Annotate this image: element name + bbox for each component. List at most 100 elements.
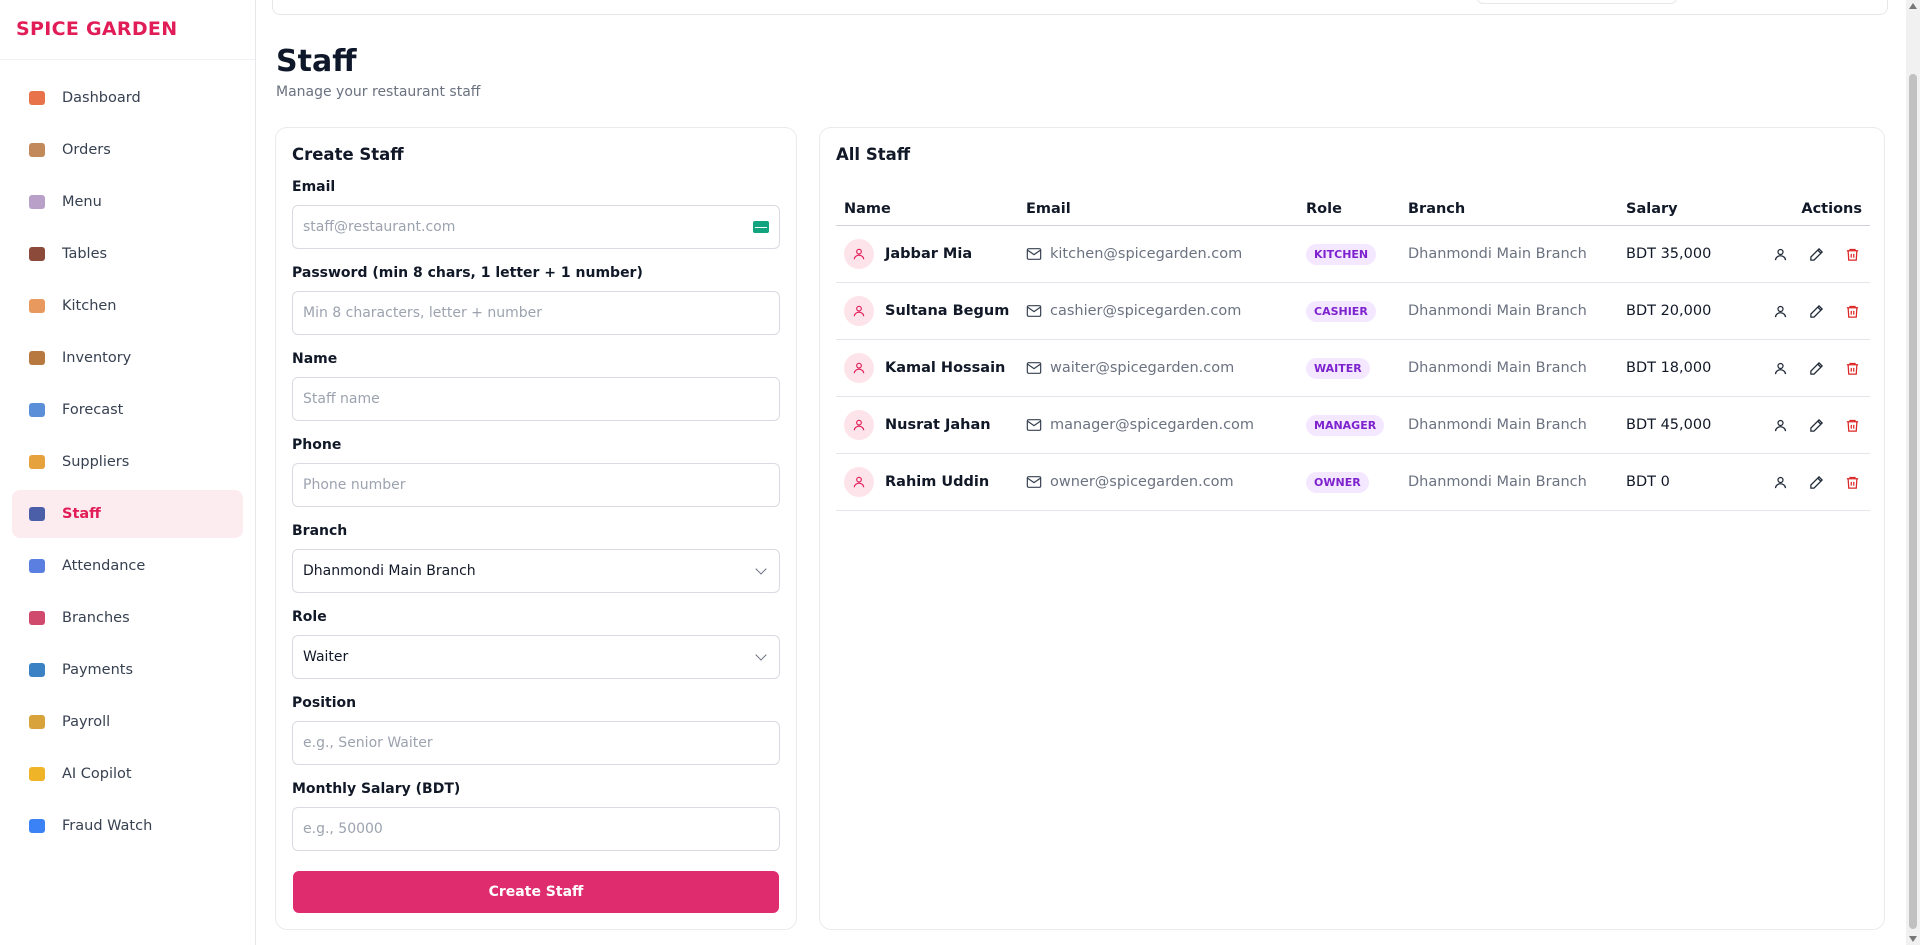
position-placeholder: e.g., Senior Waiter: [303, 735, 433, 751]
cell-name: Sultana Begum: [836, 296, 1026, 326]
staff-table: Name Email Role Branch Salary Actions Ja…: [836, 192, 1870, 511]
brand-logo[interactable]: SPICE GARDEN: [0, 0, 255, 60]
sidebar-item-payments[interactable]: Payments: [12, 646, 243, 694]
email-field[interactable]: staff@restaurant.com: [292, 205, 780, 249]
table-row: Rahim Uddin owner@spicegarden.com OWNER Dha…: [836, 454, 1870, 511]
cell-actions: [1754, 415, 1870, 435]
staff-email: kitchen@spicegarden.com: [1050, 246, 1243, 262]
sidebar-item-label: AI Copilot: [62, 766, 132, 782]
sidebar-item-ai-copilot[interactable]: AI Copilot: [12, 750, 243, 798]
email-placeholder: staff@restaurant.com: [303, 219, 456, 235]
sidebar-item-forecast[interactable]: Forecast: [12, 386, 243, 434]
calendar-icon: [26, 555, 48, 577]
staff-name: Jabbar Mia: [885, 246, 973, 262]
edit-pencil-icon[interactable]: [1806, 301, 1826, 321]
sidebar-item-staff[interactable]: Staff: [12, 490, 243, 538]
sidebar-item-attendance[interactable]: Attendance: [12, 542, 243, 590]
position-field[interactable]: e.g., Senior Waiter: [292, 721, 780, 765]
sidebar-item-suppliers[interactable]: Suppliers: [12, 438, 243, 486]
cell-salary: BDT 45,000: [1626, 417, 1754, 433]
role-select[interactable]: Waiter: [292, 635, 780, 679]
sidebar-item-inventory[interactable]: Inventory: [12, 334, 243, 382]
salary-placeholder: e.g., 50000: [303, 821, 383, 837]
sidebar-item-tables[interactable]: Tables: [12, 230, 243, 278]
delete-trash-icon[interactable]: [1842, 415, 1862, 435]
cell-email: owner@spicegarden.com: [1026, 474, 1306, 490]
sidebar-item-menu[interactable]: Menu: [12, 178, 243, 226]
view-profile-icon[interactable]: [1770, 244, 1790, 264]
role-selected-value: Waiter: [303, 649, 349, 665]
email-label: Email: [292, 179, 336, 195]
sidebar-item-payroll[interactable]: Payroll: [12, 698, 243, 746]
sidebar-item-label: Branches: [62, 610, 130, 626]
cell-actions: [1754, 472, 1870, 492]
top-bar-control[interactable]: [1477, 0, 1677, 4]
cell-branch: Dhanmondi Main Branch: [1408, 360, 1626, 376]
staff-name: Nusrat Jahan: [885, 417, 991, 433]
name-field[interactable]: Staff name: [292, 377, 780, 421]
avatar-user-icon: [844, 239, 874, 269]
sidebar-item-label: Payroll: [62, 714, 111, 730]
edit-pencil-icon[interactable]: [1806, 472, 1826, 492]
autofill-mail-icon[interactable]: [753, 221, 769, 233]
delete-trash-icon[interactable]: [1842, 472, 1862, 492]
page-scrollbar[interactable]: [1906, 0, 1920, 945]
mail-icon: [1026, 361, 1042, 375]
store-icon: [26, 607, 48, 629]
role-badge: MANAGER: [1306, 414, 1385, 436]
sidebar-item-branches[interactable]: Branches: [12, 594, 243, 642]
truck-icon: [26, 451, 48, 473]
sidebar-item-label: Kitchen: [62, 298, 117, 314]
sidebar-nav: Dashboard Orders Menu Tables Kitchen Inventor…: [0, 60, 255, 868]
cell-name: Rahim Uddin: [836, 467, 1026, 497]
column-header-salary[interactable]: Salary: [1626, 200, 1678, 217]
edit-pencil-icon[interactable]: [1806, 415, 1826, 435]
delete-trash-icon[interactable]: [1842, 358, 1862, 378]
branch-selected-value: Dhanmondi Main Branch: [303, 563, 476, 579]
position-label: Position: [292, 695, 357, 711]
branch-select[interactable]: Dhanmondi Main Branch: [292, 549, 780, 593]
column-header-role[interactable]: Role: [1306, 200, 1342, 217]
sidebar-item-orders[interactable]: Orders: [12, 126, 243, 174]
sidebar-item-fraud-watch[interactable]: Fraud Watch: [12, 802, 243, 850]
cell-branch: Dhanmondi Main Branch: [1408, 474, 1626, 490]
delete-trash-icon[interactable]: [1842, 244, 1862, 264]
mail-icon: [1026, 247, 1042, 261]
password-label: Password (min 8 chars, 1 letter + 1 numb…: [292, 265, 643, 281]
column-header-email[interactable]: Email: [1026, 200, 1071, 217]
sidebar-item-dashboard[interactable]: Dashboard: [12, 74, 243, 122]
staff-name: Sultana Begum: [885, 303, 1010, 319]
cell-role: MANAGER: [1306, 414, 1408, 436]
role-badge: CASHIER: [1306, 300, 1376, 322]
delete-trash-icon[interactable]: [1842, 301, 1862, 321]
column-header-name[interactable]: Name: [844, 200, 891, 217]
role-badge: KITCHEN: [1306, 243, 1377, 265]
branch-label: Branch: [292, 523, 348, 539]
phone-label: Phone: [292, 437, 342, 453]
phone-field[interactable]: Phone number: [292, 463, 780, 507]
role-label: Role: [292, 609, 327, 625]
cell-salary: BDT 18,000: [1626, 360, 1754, 376]
view-profile-icon[interactable]: [1770, 415, 1790, 435]
view-profile-icon[interactable]: [1770, 301, 1790, 321]
create-staff-title: Create Staff: [292, 145, 404, 164]
scroll-up-arrow[interactable]: [1909, 3, 1917, 9]
sidebar-item-kitchen[interactable]: Kitchen: [12, 282, 243, 330]
cell-actions: [1754, 301, 1870, 321]
top-bar: [272, 0, 1888, 15]
scroll-down-arrow[interactable]: [1909, 936, 1917, 942]
create-staff-button[interactable]: Create Staff: [293, 871, 779, 913]
cell-salary: BDT 20,000: [1626, 303, 1754, 319]
column-header-branch[interactable]: Branch: [1408, 200, 1466, 217]
staff-branch: Dhanmondi Main Branch: [1408, 303, 1587, 319]
salary-field[interactable]: e.g., 50000: [292, 807, 780, 851]
avatar-user-icon: [844, 467, 874, 497]
password-field[interactable]: Min 8 characters, letter + number: [292, 291, 780, 335]
edit-pencil-icon[interactable]: [1806, 358, 1826, 378]
role-badge: OWNER: [1306, 471, 1369, 493]
view-profile-icon[interactable]: [1770, 358, 1790, 378]
scroll-thumb[interactable]: [1909, 74, 1917, 929]
name-label: Name: [292, 351, 338, 367]
edit-pencil-icon[interactable]: [1806, 244, 1826, 264]
view-profile-icon[interactable]: [1770, 472, 1790, 492]
